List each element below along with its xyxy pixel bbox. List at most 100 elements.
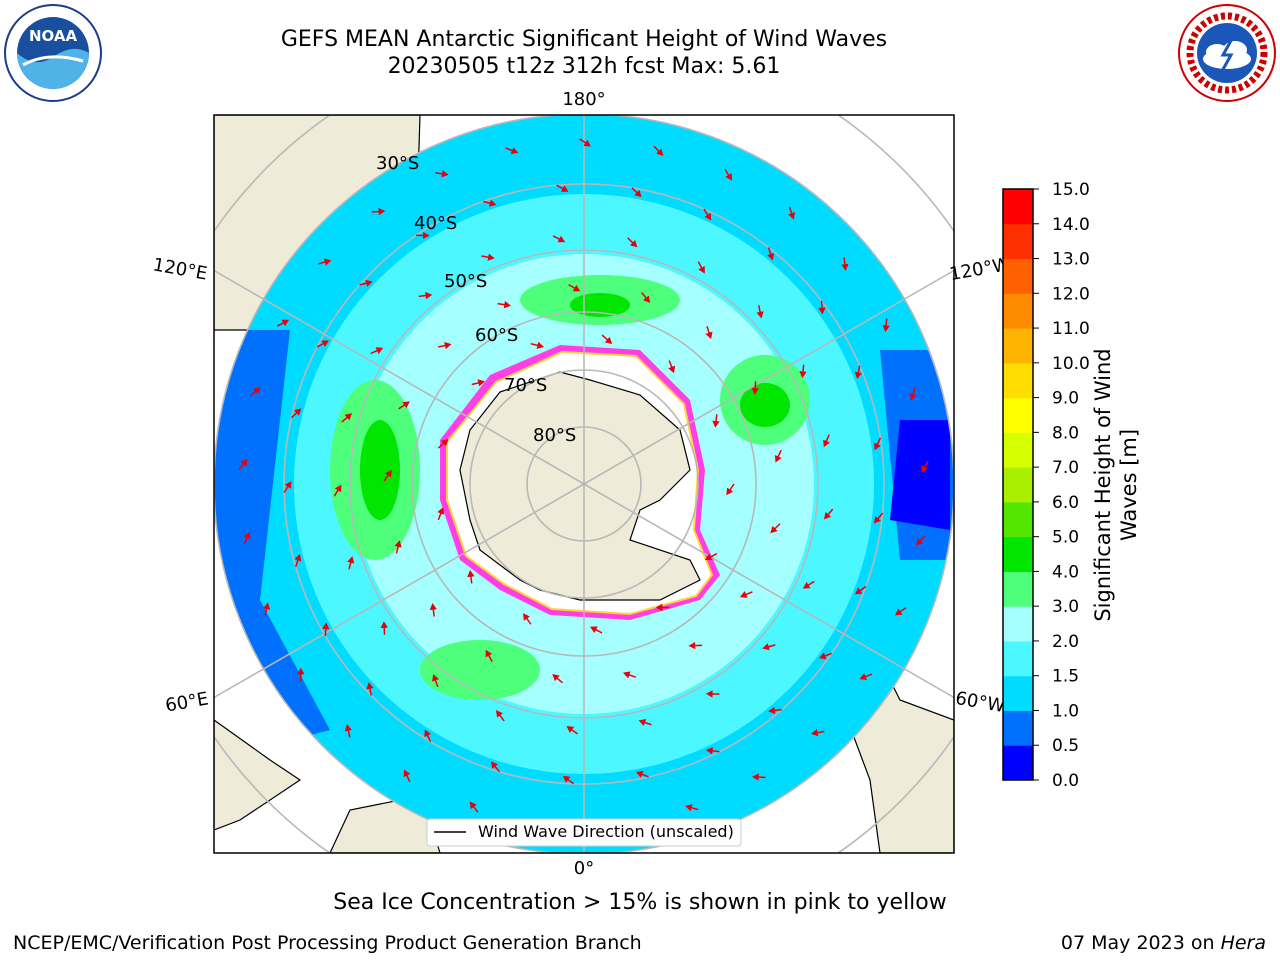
colorbar-tick-label: 9.0 (1052, 389, 1079, 409)
colorbar-segment (1003, 293, 1033, 329)
label-60s: 60°S (475, 325, 518, 346)
colorbar-segment (1003, 189, 1033, 225)
wave-direction-arrow (371, 207, 386, 216)
wave-direction-arrow (810, 729, 825, 737)
colorbar-tick-label: 0.5 (1052, 736, 1079, 756)
wave-direction-arrow (424, 729, 432, 743)
legend-box (426, 818, 742, 847)
noaa-logo-text: NOAA (29, 27, 78, 45)
wave-direction-arrow (467, 570, 475, 584)
chart-subtitle-forecast: 20230505 t12z 312h fcst Max: 5.61 (387, 54, 781, 79)
wave-direction-arrow (874, 437, 882, 451)
wave-direction-arrow (873, 512, 884, 524)
chart-title: GEFS MEAN Antarctic Significant Height o… (280, 27, 888, 52)
wave-direction-arrow (788, 206, 796, 220)
footer-date-text: 07 May 2023 on (1060, 932, 1221, 954)
colorbar-title-line2: Waves [m] (1117, 428, 1141, 542)
wave-direction-arrow (403, 769, 411, 783)
colorbar-tick-label: 0.0 (1052, 771, 1079, 791)
wave-direction-arrow (579, 138, 591, 147)
colorbar-segment (1003, 328, 1033, 364)
wave-direction-arrow (322, 622, 330, 636)
wave-direction-arrow (481, 253, 495, 261)
wave-direction-arrow (370, 347, 384, 355)
wave-direction-arrow (751, 381, 759, 395)
wave-direction-arrow (774, 449, 782, 463)
graticule (214, 115, 954, 853)
wave-direction-arrow (297, 667, 305, 682)
wave-direction-arrow (818, 652, 832, 660)
wave-direction-arrow (823, 508, 834, 520)
wave-direction-arrow (276, 319, 290, 327)
wave-direction-arrow (394, 540, 402, 554)
wave-direction-arrow (505, 147, 519, 154)
colorbar-frame (1002, 188, 1034, 781)
wave-direction-arrow (601, 334, 613, 345)
label-80s: 80°S (533, 425, 576, 446)
wave-direction-arrow (739, 591, 753, 598)
sea-ice-note: Sea Ice Concentration > 15% is shown in … (333, 890, 947, 915)
wave-direction-arrow (802, 580, 815, 589)
wave-direction-arrow (726, 483, 735, 496)
wave-direction-arrow (469, 801, 479, 813)
wave-direction-arrow (380, 621, 388, 635)
colorbar-segment (1003, 640, 1033, 677)
wave-direction-arrow (703, 208, 712, 221)
colorbar-tick-label: 6.0 (1052, 493, 1079, 513)
colorbar-segment (1003, 501, 1033, 538)
wave-direction-arrow (638, 719, 652, 726)
wave-direction-arrow (712, 414, 720, 428)
wave-direction-arrow (243, 531, 251, 545)
wave-direction-arrow (635, 771, 649, 778)
colorbar-segment (1003, 223, 1033, 260)
wave-direction-arrow (497, 301, 511, 309)
wave-direction-arrow (294, 553, 302, 568)
colorbar: 0.0 0.5 1.0 1.5 2.0 3.0 4.0 5.0 6.0 7.0 8.0 9.0 10.0… (1003, 180, 1090, 791)
wave-direction-arrow (383, 469, 392, 482)
label-60w: 60°W (954, 688, 1007, 717)
wave-direction-arrow (552, 674, 564, 684)
wave-direction-arrow (751, 773, 766, 781)
wave-direction-arrow (344, 724, 352, 738)
wave-direction-arrow (685, 804, 699, 812)
colorbar-tick-label: 1.5 (1052, 667, 1079, 687)
wave-direction-arrow (333, 484, 342, 497)
footer-date: 07 May 2023 on Hera (1061, 932, 1266, 954)
wave-direction-arrow (562, 775, 575, 785)
wave-direction-arrow (705, 690, 720, 698)
wave-direction-arrow (283, 481, 292, 493)
colorbar-segment (1003, 362, 1033, 399)
wave-direction-arrow (366, 682, 374, 696)
wave-direction-arrow (653, 145, 664, 156)
wave-direction-arrow (756, 305, 764, 319)
wave-direction-arrow (437, 507, 445, 521)
wave-direction-arrow (688, 641, 703, 650)
wave-direction-arrow (768, 706, 782, 715)
colorbar-tick-label: 12.0 (1052, 284, 1090, 304)
africa-land (214, 719, 302, 831)
label-70s: 70°S (504, 375, 547, 396)
nws-logo (1178, 4, 1276, 102)
colorbar-segment (1003, 397, 1033, 433)
colorbar-segment (1003, 571, 1033, 607)
wave-direction-arrow (262, 602, 271, 616)
label-30s: 30°S (376, 153, 419, 174)
wave-direction-arrow (631, 187, 642, 198)
wave-direction-arrow (341, 413, 352, 423)
wave-direction-arrow (668, 360, 676, 374)
wave-direction-arrow (347, 556, 355, 570)
wave-direction-arrow (762, 643, 776, 651)
high-wave-patch-6 (740, 383, 790, 427)
wave-direction-arrow (705, 747, 720, 755)
label-50s: 50°S (444, 271, 487, 292)
noaa-logo: NOAA (4, 4, 102, 102)
wave-direction-arrow (697, 261, 705, 274)
wave-direction-arrow (249, 386, 261, 397)
high-wave-patch-4 (570, 293, 630, 317)
map-frame (213, 114, 955, 854)
colorbar-segment (1003, 432, 1033, 468)
wave-direction-arrow (238, 458, 248, 471)
wave-direction-arrow (490, 761, 500, 773)
wave-direction-arrow (416, 231, 430, 240)
